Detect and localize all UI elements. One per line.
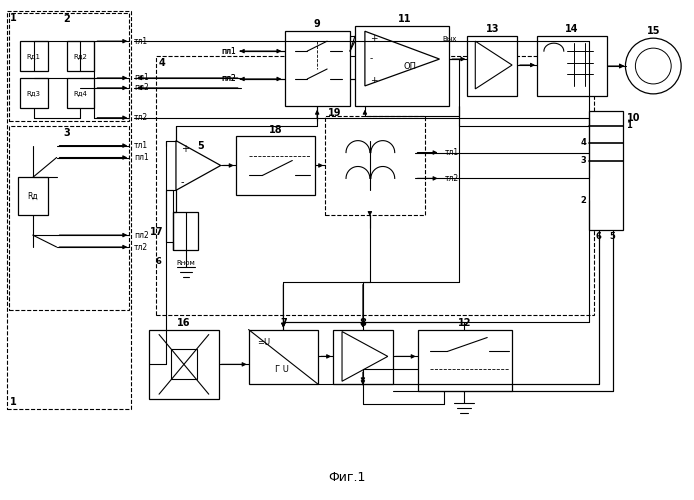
Text: 9: 9 — [314, 19, 321, 29]
Text: тл2: тл2 — [134, 242, 149, 252]
Text: 5: 5 — [197, 140, 204, 150]
Bar — [9, 14, 129, 120]
Text: пл1: пл1 — [134, 74, 149, 82]
Text: 1: 1 — [10, 397, 17, 407]
Text: 2: 2 — [581, 196, 586, 205]
Text: 2: 2 — [63, 14, 70, 24]
Text: Rд2: Rд2 — [74, 53, 87, 59]
Text: ОП: ОП — [403, 62, 416, 70]
Text: 14: 14 — [565, 24, 579, 34]
Text: пл1: пл1 — [221, 46, 236, 56]
Text: 1: 1 — [10, 14, 17, 24]
Text: +: + — [370, 34, 378, 42]
Text: 7: 7 — [280, 318, 287, 328]
Text: 12: 12 — [457, 318, 471, 328]
Text: пл2: пл2 — [221, 74, 236, 84]
Text: Rд4: Rд4 — [74, 90, 87, 96]
Bar — [67, 41, 94, 71]
Text: 11: 11 — [398, 14, 412, 24]
Bar — [236, 136, 315, 196]
Text: тл1: тл1 — [134, 141, 149, 150]
Text: 6: 6 — [595, 232, 602, 241]
Text: 15: 15 — [647, 26, 660, 36]
Bar — [9, 126, 129, 310]
Bar — [418, 330, 512, 391]
Text: -: - — [370, 54, 373, 64]
Text: +: + — [181, 144, 189, 154]
Text: Rд3: Rд3 — [27, 90, 41, 96]
Text: 18: 18 — [269, 124, 282, 134]
Bar — [20, 78, 48, 108]
Bar — [467, 36, 517, 96]
Bar — [20, 41, 48, 71]
Text: 19: 19 — [328, 108, 341, 118]
Text: Вых: Вых — [443, 36, 457, 42]
Text: 3: 3 — [63, 128, 70, 138]
Bar — [355, 26, 450, 106]
Text: пл1: пл1 — [134, 153, 149, 162]
Text: +: + — [370, 76, 378, 86]
Bar — [537, 36, 607, 96]
Bar — [67, 78, 94, 108]
Text: Rд1: Rд1 — [27, 53, 41, 59]
Text: 8: 8 — [359, 318, 366, 328]
Text: тл2: тл2 — [444, 174, 459, 183]
Text: пл2: пл2 — [134, 84, 149, 92]
Text: =U: =U — [257, 338, 271, 346]
Text: 16: 16 — [177, 318, 191, 328]
Text: -: - — [181, 178, 185, 188]
Bar — [589, 111, 623, 230]
Text: 1: 1 — [627, 121, 632, 130]
Text: 4: 4 — [581, 138, 586, 147]
Bar — [173, 212, 198, 250]
Text: тл1: тл1 — [134, 36, 149, 46]
Bar — [149, 330, 219, 399]
Text: тл2: тл2 — [134, 113, 149, 122]
Bar — [333, 330, 393, 384]
Bar — [18, 178, 48, 215]
Bar — [248, 330, 318, 384]
Text: Rд: Rд — [28, 192, 38, 201]
Text: пл2: пл2 — [134, 230, 149, 239]
Bar — [325, 116, 425, 215]
Bar — [171, 350, 197, 380]
Text: 5: 5 — [609, 232, 616, 241]
Bar — [156, 56, 593, 314]
Text: Фиг.1: Фиг.1 — [328, 470, 366, 484]
Text: пл1: пл1 — [221, 46, 236, 56]
Text: тл1: тл1 — [444, 148, 459, 157]
Text: Г U: Г U — [276, 366, 289, 374]
Text: пл2: пл2 — [221, 74, 236, 84]
Text: 17: 17 — [149, 227, 163, 237]
Text: 6: 6 — [155, 258, 161, 266]
Text: 4: 4 — [159, 58, 166, 68]
Text: Rном: Rном — [176, 260, 195, 266]
Text: 13: 13 — [485, 24, 499, 34]
Bar — [7, 12, 131, 409]
Text: 3: 3 — [581, 156, 586, 165]
Bar — [285, 31, 350, 106]
Text: 10: 10 — [627, 113, 640, 123]
